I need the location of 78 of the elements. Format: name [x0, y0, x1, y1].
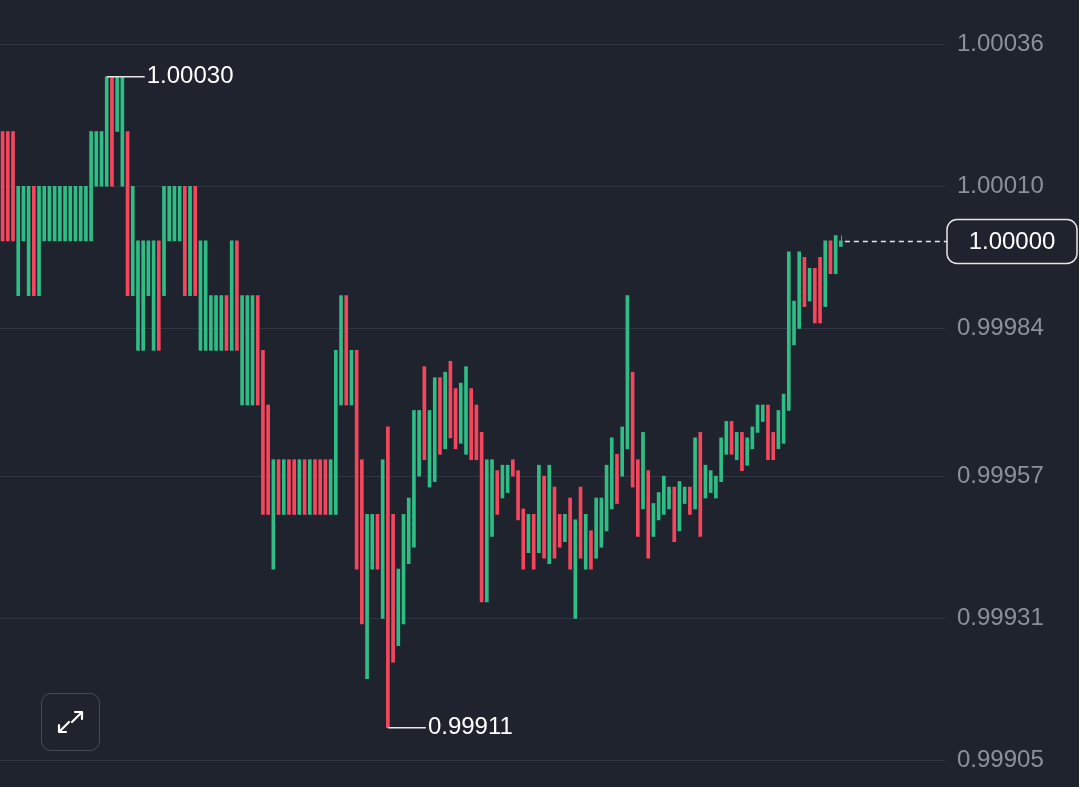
candlestick	[745, 437, 749, 466]
candlestick	[235, 240, 239, 351]
candlestick	[495, 470, 500, 515]
candlestick	[73, 185, 78, 242]
candlestick	[469, 388, 474, 461]
candlestick	[448, 360, 453, 439]
candlestick	[250, 295, 255, 406]
candlestick	[635, 459, 640, 537]
candlestick	[604, 464, 609, 532]
candlestick	[427, 410, 432, 488]
candlestick	[630, 371, 635, 488]
candlestick	[177, 185, 182, 242]
candlestick	[651, 503, 656, 537]
candlestick	[198, 240, 203, 351]
candlestick	[750, 426, 755, 450]
candlestick	[344, 295, 349, 406]
candlestick	[781, 393, 786, 444]
candlestick	[438, 377, 442, 455]
candlestick	[646, 470, 651, 559]
candlestick	[302, 459, 307, 515]
candlestick	[682, 486, 687, 504]
candlestick	[615, 453, 619, 504]
candlestick	[21, 185, 26, 242]
candlestick	[760, 404, 765, 422]
candlestick	[609, 437, 614, 510]
candlestick	[625, 295, 630, 450]
candlestick	[156, 240, 161, 351]
candlestick	[276, 459, 281, 515]
candlestick	[599, 497, 604, 548]
candlestick	[688, 486, 692, 515]
candlestick	[52, 185, 57, 242]
candlestick	[578, 486, 583, 559]
candlestick	[807, 267, 812, 302]
candlestick	[573, 519, 578, 619]
y-tick-label: 0.99905	[957, 745, 1044, 773]
candlestick	[703, 464, 708, 499]
candlestick	[271, 459, 276, 570]
candlestick	[589, 530, 593, 570]
y-tick-label: 1.00036	[957, 28, 1044, 56]
candlestick	[443, 371, 447, 450]
annotation: 1.00030	[146, 61, 234, 89]
candlestick	[474, 404, 479, 461]
candlestick	[0, 131, 5, 242]
candlestick	[360, 459, 364, 625]
candlestick	[229, 240, 234, 351]
candlestick	[755, 404, 760, 433]
candlestick	[453, 388, 458, 450]
candlestick	[672, 486, 677, 543]
candlestick	[104, 76, 109, 187]
candlestick	[151, 240, 156, 351]
candlestick	[323, 459, 328, 515]
candlestick	[677, 481, 682, 532]
candlestick	[47, 185, 52, 242]
candlestick	[422, 366, 427, 461]
candlestick	[297, 459, 302, 515]
y-tick-label: 0.99957	[957, 460, 1044, 488]
candlestick	[172, 185, 177, 242]
candlestick	[594, 497, 598, 559]
annotation: 0.99911	[427, 712, 513, 740]
ref-line-label: 1.00000	[968, 227, 1056, 255]
candlestick	[620, 426, 625, 477]
candlestick	[99, 131, 104, 187]
y-tick-label: 0.99931	[957, 603, 1044, 630]
y-tick-label: 1.00010	[957, 170, 1044, 198]
candlestick	[120, 76, 125, 187]
candlestick	[328, 459, 333, 515]
candlestick	[380, 459, 385, 619]
candlestick	[203, 240, 208, 351]
candlestick	[500, 464, 505, 499]
candlestick	[224, 295, 229, 351]
candlestick	[776, 410, 781, 450]
candlestick	[537, 464, 541, 554]
candlestick	[552, 486, 557, 559]
candlestick	[542, 475, 546, 559]
candlestick	[828, 240, 833, 275]
candlestick	[656, 492, 661, 521]
candlestick	[396, 568, 401, 647]
y-tick-label: 0.99984	[957, 313, 1044, 341]
